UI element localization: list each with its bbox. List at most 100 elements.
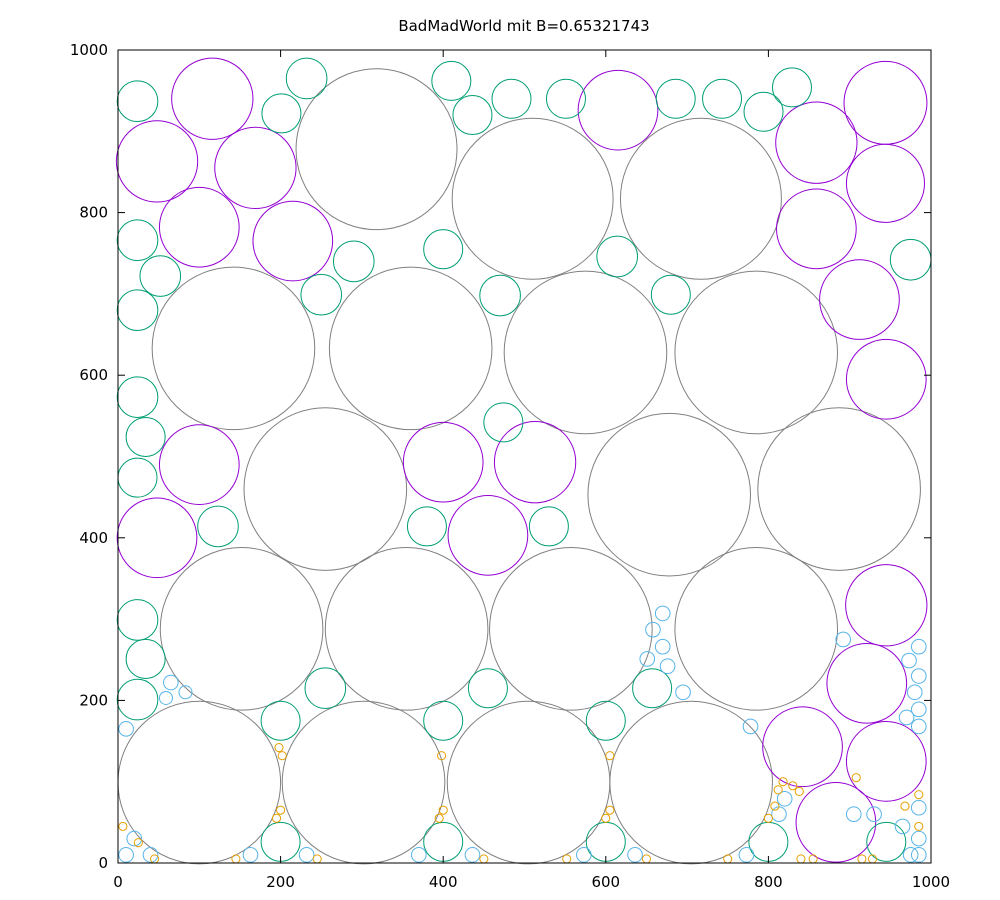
- circle-mark: [910, 718, 927, 735]
- circle-mark: [910, 638, 927, 655]
- circle-mark: [702, 78, 743, 119]
- circle-mark: [312, 854, 322, 864]
- circle-mark: [788, 781, 798, 791]
- circle-mark: [503, 270, 668, 435]
- circle-mark: [142, 847, 159, 863]
- circle-mark: [116, 376, 159, 418]
- circle-mark: [158, 424, 240, 505]
- circle-mark: [619, 117, 782, 280]
- circle-mark: [447, 495, 529, 576]
- circle-mark: [826, 642, 908, 724]
- circle-mark: [328, 266, 493, 431]
- y-tick-label: 400: [79, 529, 108, 547]
- circle-mark: [197, 505, 239, 548]
- circle-mark: [910, 701, 927, 718]
- circle-mark: [402, 421, 484, 503]
- circle-mark: [845, 564, 928, 647]
- y-tick-label: 0: [98, 854, 108, 872]
- circle-mark: [794, 786, 804, 797]
- circle-mark: [332, 240, 375, 283]
- circle-mark: [295, 68, 458, 231]
- circle-mark: [117, 457, 158, 498]
- circle-mark: [562, 854, 572, 864]
- circle-mark: [757, 407, 921, 571]
- circle-mark: [479, 854, 489, 864]
- circle-mark: [151, 266, 316, 431]
- circle-mark: [150, 854, 160, 864]
- circle-mark: [609, 700, 773, 865]
- circle-mark: [900, 801, 910, 811]
- circle-mark: [118, 821, 128, 831]
- circle-mark: [738, 847, 755, 863]
- circle-mark: [845, 806, 862, 823]
- circle-mark: [116, 678, 159, 721]
- circle-mark: [743, 91, 784, 132]
- circle-mark: [771, 67, 812, 108]
- circle-mark: [116, 80, 159, 123]
- circle-mark: [133, 838, 143, 848]
- circle-mark: [914, 821, 924, 831]
- circle-mark: [770, 801, 780, 811]
- circle-mark: [274, 742, 284, 753]
- circle-mark: [910, 847, 927, 863]
- circle-mark: [639, 651, 656, 667]
- x-tick-label: 800: [754, 873, 783, 891]
- x-tick-label: 400: [429, 873, 458, 891]
- circle-mark: [845, 721, 927, 802]
- y-tick-label: 800: [79, 204, 108, 222]
- circle-mark: [775, 101, 858, 184]
- circle-mark: [281, 700, 446, 865]
- circle-mark: [423, 229, 464, 270]
- circle-mark: [117, 700, 282, 865]
- circle-mark: [125, 638, 166, 679]
- circle-mark: [446, 700, 611, 865]
- circle-mark: [116, 599, 159, 641]
- circle-mark: [650, 274, 691, 315]
- circle-mark: [748, 821, 789, 862]
- circle-mark: [410, 847, 427, 863]
- circle-mark: [910, 830, 927, 847]
- circle-mark: [159, 547, 324, 711]
- circle-mark: [808, 854, 818, 864]
- circle-mark: [260, 821, 301, 862]
- circle-mark: [406, 506, 447, 547]
- circle-mark: [851, 773, 861, 783]
- circle-mark: [276, 805, 286, 815]
- x-tick-label: 1000: [912, 873, 950, 891]
- y-tick-label: 200: [79, 691, 108, 709]
- circle-mark: [819, 259, 900, 340]
- circle-mark: [845, 143, 925, 223]
- x-tick-label: 600: [591, 873, 620, 891]
- circle-mark: [115, 120, 199, 203]
- plot-frame: [117, 49, 932, 864]
- circle-mark: [857, 854, 867, 864]
- circle-mark: [906, 684, 923, 701]
- circle-mark: [645, 621, 661, 638]
- circle-mark: [324, 547, 489, 711]
- circle-mark: [178, 685, 193, 700]
- circle-mark: [605, 805, 615, 815]
- circle-mark: [116, 289, 159, 331]
- circle-mark: [914, 790, 924, 800]
- circle-mark: [214, 126, 297, 210]
- circle-mark: [894, 818, 911, 835]
- circle-mark: [451, 117, 614, 280]
- circle-mark: [118, 721, 134, 737]
- circle-mark: [298, 847, 315, 863]
- circle-mark: [866, 806, 882, 823]
- circle-mark: [171, 57, 254, 140]
- circle-mark: [493, 421, 577, 504]
- circle-mark: [763, 813, 773, 823]
- circle-mark: [479, 274, 521, 317]
- circle-mark: [596, 235, 639, 278]
- circle-mark: [528, 506, 569, 547]
- circle-mark: [139, 255, 182, 297]
- circle-mark: [898, 709, 915, 726]
- circle-mark: [252, 200, 334, 282]
- circle-mark: [261, 93, 302, 134]
- circle-mark: [467, 668, 508, 709]
- circle-mark: [641, 854, 652, 864]
- circle-mark: [126, 830, 143, 847]
- circle-mark: [158, 186, 240, 268]
- circle-mark: [285, 57, 328, 100]
